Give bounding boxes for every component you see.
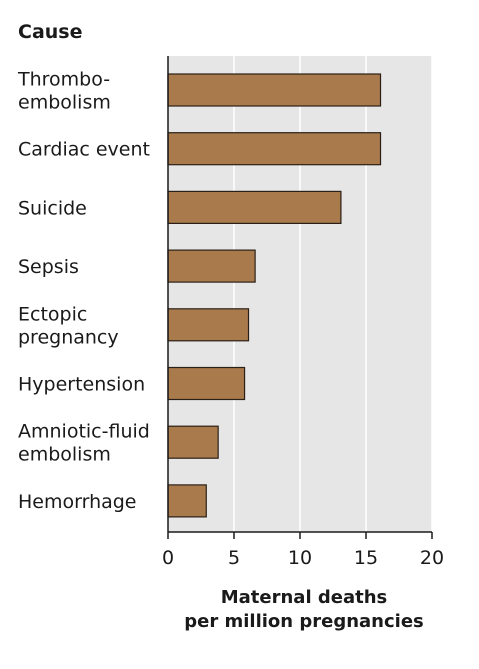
category-label-0: Thrombo-embolism [17,69,111,114]
bar-6 [167,425,219,459]
category-label-7-line-0: Hemorrhage [18,491,137,513]
bars [167,73,382,518]
category-label-6-line-1: embolism [18,444,111,466]
category-label-1: Cardiac event [18,139,150,161]
category-label-5-line-0: Hypertension [18,374,145,396]
x-tick-label-15: 15 [354,547,378,569]
category-labels: Thrombo-embolism Cardiac event Suicide Seps… [17,69,150,513]
category-heading: Cause [18,21,83,43]
category-label-2: Suicide [18,197,87,219]
x-axis-title-line-0: Maternal deaths [221,587,388,608]
x-tick-label-0: 0 [162,547,174,569]
category-label-6-line-0: Amniotic-fluid [18,421,150,443]
bar-1 [167,132,382,166]
bar-5 [167,366,246,401]
x-axis-title: Maternal deaths per million pregnancies [184,587,424,632]
x-tick-label-5: 5 [228,547,240,569]
x-axis-title-line-1: per million pregnancies [184,611,424,632]
bar-2 [167,190,342,224]
category-label-0-line-0: Thrombo- [17,69,110,91]
category-label-4-line-0: Ectopic [18,303,87,325]
bar-0 [167,73,382,107]
x-tick-label-10: 10 [288,547,312,569]
category-label-6: Amniotic-fluid embolism [18,421,150,466]
category-label-7: Hemorrhage [18,491,137,513]
bar-3 [167,249,256,283]
bar-4 [167,308,250,342]
category-label-3: Sepsis [18,256,79,278]
category-label-5: Hypertension [18,374,145,396]
category-label-1-line-0: Cardiac event [18,139,150,161]
category-label-4: Ectopic pregnancy [18,303,119,348]
x-tick-label-20: 20 [420,547,444,569]
category-label-2-line-0: Suicide [18,197,87,219]
x-ticks: 0 5 10 15 20 [162,532,444,569]
category-label-4-line-1: pregnancy [18,326,119,348]
category-label-0-line-1: embolism [18,92,111,114]
bar-7 [167,484,207,518]
category-label-3-line-0: Sepsis [18,256,79,278]
